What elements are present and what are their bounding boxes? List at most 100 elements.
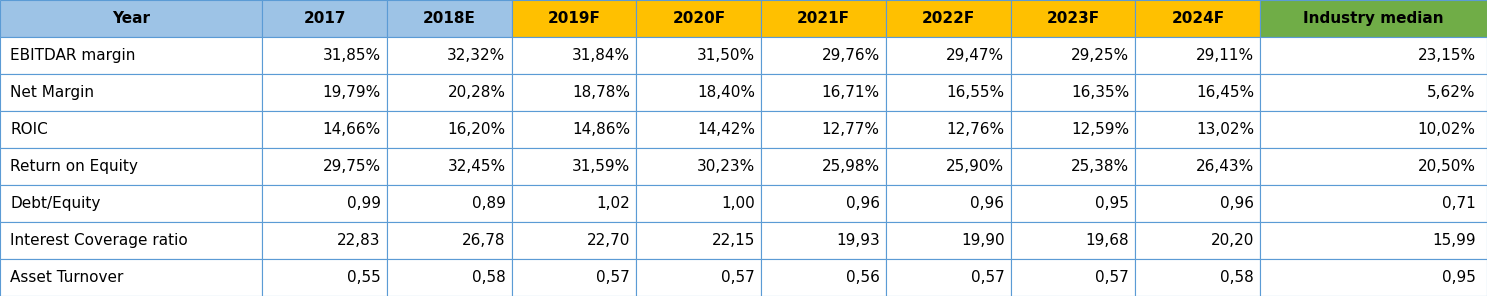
Bar [886, 148, 1011, 185]
Text: 25,38%: 25,38% [1071, 159, 1129, 174]
Text: 25,90%: 25,90% [946, 159, 1005, 174]
Bar [1136, 111, 1259, 148]
Text: 18,40%: 18,40% [697, 85, 755, 100]
Bar [512, 148, 636, 185]
Text: 0,58: 0,58 [471, 270, 506, 285]
Text: 32,32%: 32,32% [448, 48, 506, 63]
Text: Industry median: Industry median [1303, 11, 1444, 26]
Bar [886, 37, 1011, 74]
Bar [262, 259, 387, 296]
Bar [262, 185, 387, 222]
Text: 22,70: 22,70 [587, 233, 630, 248]
Text: 2018E: 2018E [422, 11, 476, 26]
Text: 2017: 2017 [303, 11, 346, 26]
Text: 2023F: 2023F [1047, 11, 1100, 26]
Bar [886, 222, 1011, 259]
Text: 29,47%: 29,47% [946, 48, 1005, 63]
Text: 2024F: 2024F [1172, 11, 1224, 26]
Text: 20,20: 20,20 [1210, 233, 1254, 248]
Bar [886, 185, 1011, 222]
Text: 0,99: 0,99 [346, 196, 381, 211]
Text: 0,95: 0,95 [1442, 270, 1475, 285]
Text: 19,90: 19,90 [961, 233, 1005, 248]
Text: 12,77%: 12,77% [822, 122, 880, 137]
Text: 0,57: 0,57 [721, 270, 755, 285]
Text: 30,23%: 30,23% [697, 159, 755, 174]
Bar [636, 259, 761, 296]
Bar [636, 111, 761, 148]
Bar [1259, 222, 1487, 259]
Text: 16,35%: 16,35% [1071, 85, 1129, 100]
Bar [1136, 148, 1259, 185]
Text: 20,50%: 20,50% [1417, 159, 1475, 174]
Bar [262, 148, 387, 185]
Text: 1,02: 1,02 [596, 196, 630, 211]
Bar [0, 74, 262, 111]
Text: 22,83: 22,83 [338, 233, 381, 248]
Bar [1259, 148, 1487, 185]
Text: 0,55: 0,55 [346, 270, 381, 285]
Text: 19,93: 19,93 [836, 233, 880, 248]
Bar [0, 148, 262, 185]
Text: 0,96: 0,96 [971, 196, 1005, 211]
Text: Interest Coverage ratio: Interest Coverage ratio [10, 233, 189, 248]
Bar [0, 259, 262, 296]
Text: 2022F: 2022F [922, 11, 975, 26]
Bar [0, 111, 262, 148]
Text: 19,68: 19,68 [1086, 233, 1129, 248]
Text: 16,55%: 16,55% [946, 85, 1005, 100]
Bar [1011, 185, 1136, 222]
Text: 31,84%: 31,84% [572, 48, 630, 63]
Bar [1136, 74, 1259, 111]
Bar [262, 222, 387, 259]
Text: 32,45%: 32,45% [448, 159, 506, 174]
Bar [262, 37, 387, 74]
Text: 15,99: 15,99 [1432, 233, 1475, 248]
Bar [1011, 111, 1136, 148]
Text: 0,57: 0,57 [1096, 270, 1129, 285]
Bar [1136, 0, 1259, 37]
Text: 29,76%: 29,76% [821, 48, 880, 63]
Text: 1,00: 1,00 [721, 196, 755, 211]
Text: 10,02%: 10,02% [1417, 122, 1475, 137]
Text: ROIC: ROIC [10, 122, 48, 137]
Text: Net Margin: Net Margin [10, 85, 95, 100]
Bar [761, 259, 886, 296]
Text: 26,78: 26,78 [462, 233, 506, 248]
Bar [387, 0, 512, 37]
Bar [1011, 74, 1136, 111]
Bar [1259, 259, 1487, 296]
Bar [1011, 0, 1136, 37]
Text: 0,96: 0,96 [1219, 196, 1254, 211]
Text: Debt/Equity: Debt/Equity [10, 196, 101, 211]
Bar [387, 37, 512, 74]
Text: 5,62%: 5,62% [1428, 85, 1475, 100]
Text: 29,25%: 29,25% [1071, 48, 1129, 63]
Text: 29,75%: 29,75% [323, 159, 381, 174]
Bar [0, 222, 262, 259]
Bar [512, 74, 636, 111]
Bar [0, 37, 262, 74]
Bar [1259, 185, 1487, 222]
Bar [761, 148, 886, 185]
Bar [512, 37, 636, 74]
Bar [1011, 259, 1136, 296]
Text: 31,59%: 31,59% [572, 159, 630, 174]
Text: 2019F: 2019F [547, 11, 601, 26]
Bar [886, 74, 1011, 111]
Bar [1259, 111, 1487, 148]
Bar [262, 74, 387, 111]
Bar [262, 111, 387, 148]
Bar [387, 185, 512, 222]
Bar [1259, 37, 1487, 74]
Text: 31,85%: 31,85% [323, 48, 381, 63]
Text: 0,57: 0,57 [971, 270, 1005, 285]
Text: 2021F: 2021F [797, 11, 851, 26]
Text: 2020F: 2020F [672, 11, 726, 26]
Bar [1259, 74, 1487, 111]
Text: Asset Turnover: Asset Turnover [10, 270, 123, 285]
Text: 18,78%: 18,78% [572, 85, 630, 100]
Text: 16,45%: 16,45% [1196, 85, 1254, 100]
Bar [512, 259, 636, 296]
Text: 25,98%: 25,98% [822, 159, 880, 174]
